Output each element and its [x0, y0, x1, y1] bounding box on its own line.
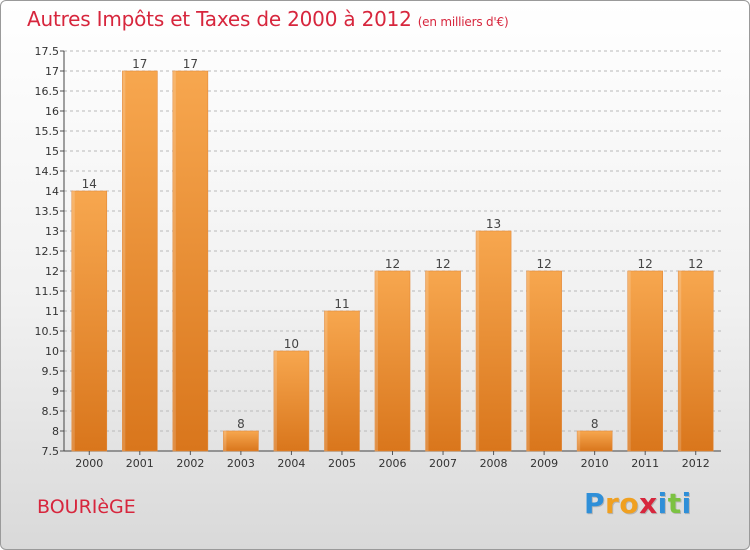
logo-letter: r [605, 487, 620, 520]
y-tick-label: 10.5 [35, 325, 60, 338]
data-label: 11 [334, 297, 349, 311]
bar-highlight [223, 431, 227, 451]
y-tick-label: 16 [45, 105, 59, 118]
bar [374, 270, 411, 452]
y-tick-label: 7.5 [42, 445, 60, 458]
y-tick-label: 12 [45, 265, 59, 278]
bar-highlight [476, 231, 480, 451]
logo-letter: i [657, 487, 668, 520]
bar-highlight [425, 271, 429, 451]
bar-highlight [577, 431, 581, 451]
bar-highlight [678, 271, 682, 451]
bar [172, 70, 209, 452]
bar [122, 70, 158, 452]
bar [526, 270, 562, 452]
bar [627, 270, 663, 452]
y-tick-label: 15 [45, 145, 59, 158]
y-tick-label: 13 [45, 225, 59, 238]
y-tick-label: 13.5 [35, 205, 60, 218]
data-label: 12 [688, 257, 703, 271]
logo-letter: o [619, 487, 640, 520]
proxiti-logo: Proxiti [584, 487, 692, 520]
x-tick-label: 2011 [631, 457, 659, 470]
bar [273, 350, 310, 452]
data-label: 8 [237, 417, 245, 431]
x-tick-label: 2012 [682, 457, 710, 470]
y-tick-label: 10 [45, 345, 59, 358]
x-tick-label: 2006 [379, 457, 407, 470]
y-tick-label: 15.5 [35, 125, 60, 138]
bar-highlight [627, 271, 631, 451]
data-label: 14 [82, 177, 97, 191]
chart-title: Autres Impôts et Taxes de 2000 à 2012 (en… [27, 7, 509, 31]
x-tick-label: 2002 [176, 457, 204, 470]
bar [475, 230, 512, 452]
x-tick-label: 2010 [581, 457, 609, 470]
y-tick-label: 17 [45, 65, 59, 78]
y-tick-label: 17.5 [35, 45, 60, 58]
data-label: 12 [638, 257, 653, 271]
logo-letter: i [681, 487, 692, 520]
bar [677, 270, 714, 452]
x-tick-label: 2005 [328, 457, 356, 470]
data-label: 17 [132, 57, 147, 71]
y-tick-label: 9.5 [42, 365, 60, 378]
data-label: 17 [183, 57, 198, 71]
bar [223, 430, 259, 452]
x-tick-label: 2000 [75, 457, 103, 470]
logo-letter: t [667, 487, 682, 520]
y-tick-label: 11 [45, 305, 59, 318]
x-tick-label: 2009 [530, 457, 558, 470]
commune-name: BOURIèGE [37, 496, 136, 518]
chart-title-text: Autres Impôts et Taxes de 2000 à 2012 [27, 7, 412, 31]
y-tick-label: 9 [52, 385, 59, 398]
data-label: 12 [435, 257, 450, 271]
bar-highlight [71, 191, 75, 451]
bar-highlight [324, 311, 328, 451]
x-tick-label: 2003 [227, 457, 255, 470]
y-tick-label: 8.5 [42, 405, 60, 418]
y-tick-label: 14 [45, 185, 59, 198]
x-tick-label: 2008 [480, 457, 508, 470]
bar [576, 430, 613, 452]
x-tick-label: 2001 [126, 457, 154, 470]
bar [71, 190, 108, 452]
bar-highlight [273, 351, 277, 451]
data-label: 12 [385, 257, 400, 271]
y-tick-label: 14.5 [35, 165, 60, 178]
bar [324, 310, 360, 452]
y-tick-label: 16.5 [35, 85, 60, 98]
x-tick-label: 2004 [277, 457, 305, 470]
bar-highlight [172, 71, 176, 451]
logo-letter: P [584, 487, 606, 520]
data-label: 12 [536, 257, 551, 271]
data-label: 8 [591, 417, 599, 431]
bar-highlight [122, 71, 126, 451]
bar [425, 270, 461, 452]
data-label: 13 [486, 217, 501, 231]
data-label: 10 [284, 337, 299, 351]
y-tick-label: 12.5 [35, 245, 60, 258]
y-tick-label: 8 [52, 425, 59, 438]
bar-highlight [375, 271, 378, 451]
logo-letter: x [639, 487, 658, 520]
x-tick-label: 2007 [429, 457, 457, 470]
chart-subtitle: (en milliers d'€) [417, 15, 509, 29]
y-tick-label: 11.5 [35, 285, 60, 298]
bar-highlight [526, 271, 530, 451]
